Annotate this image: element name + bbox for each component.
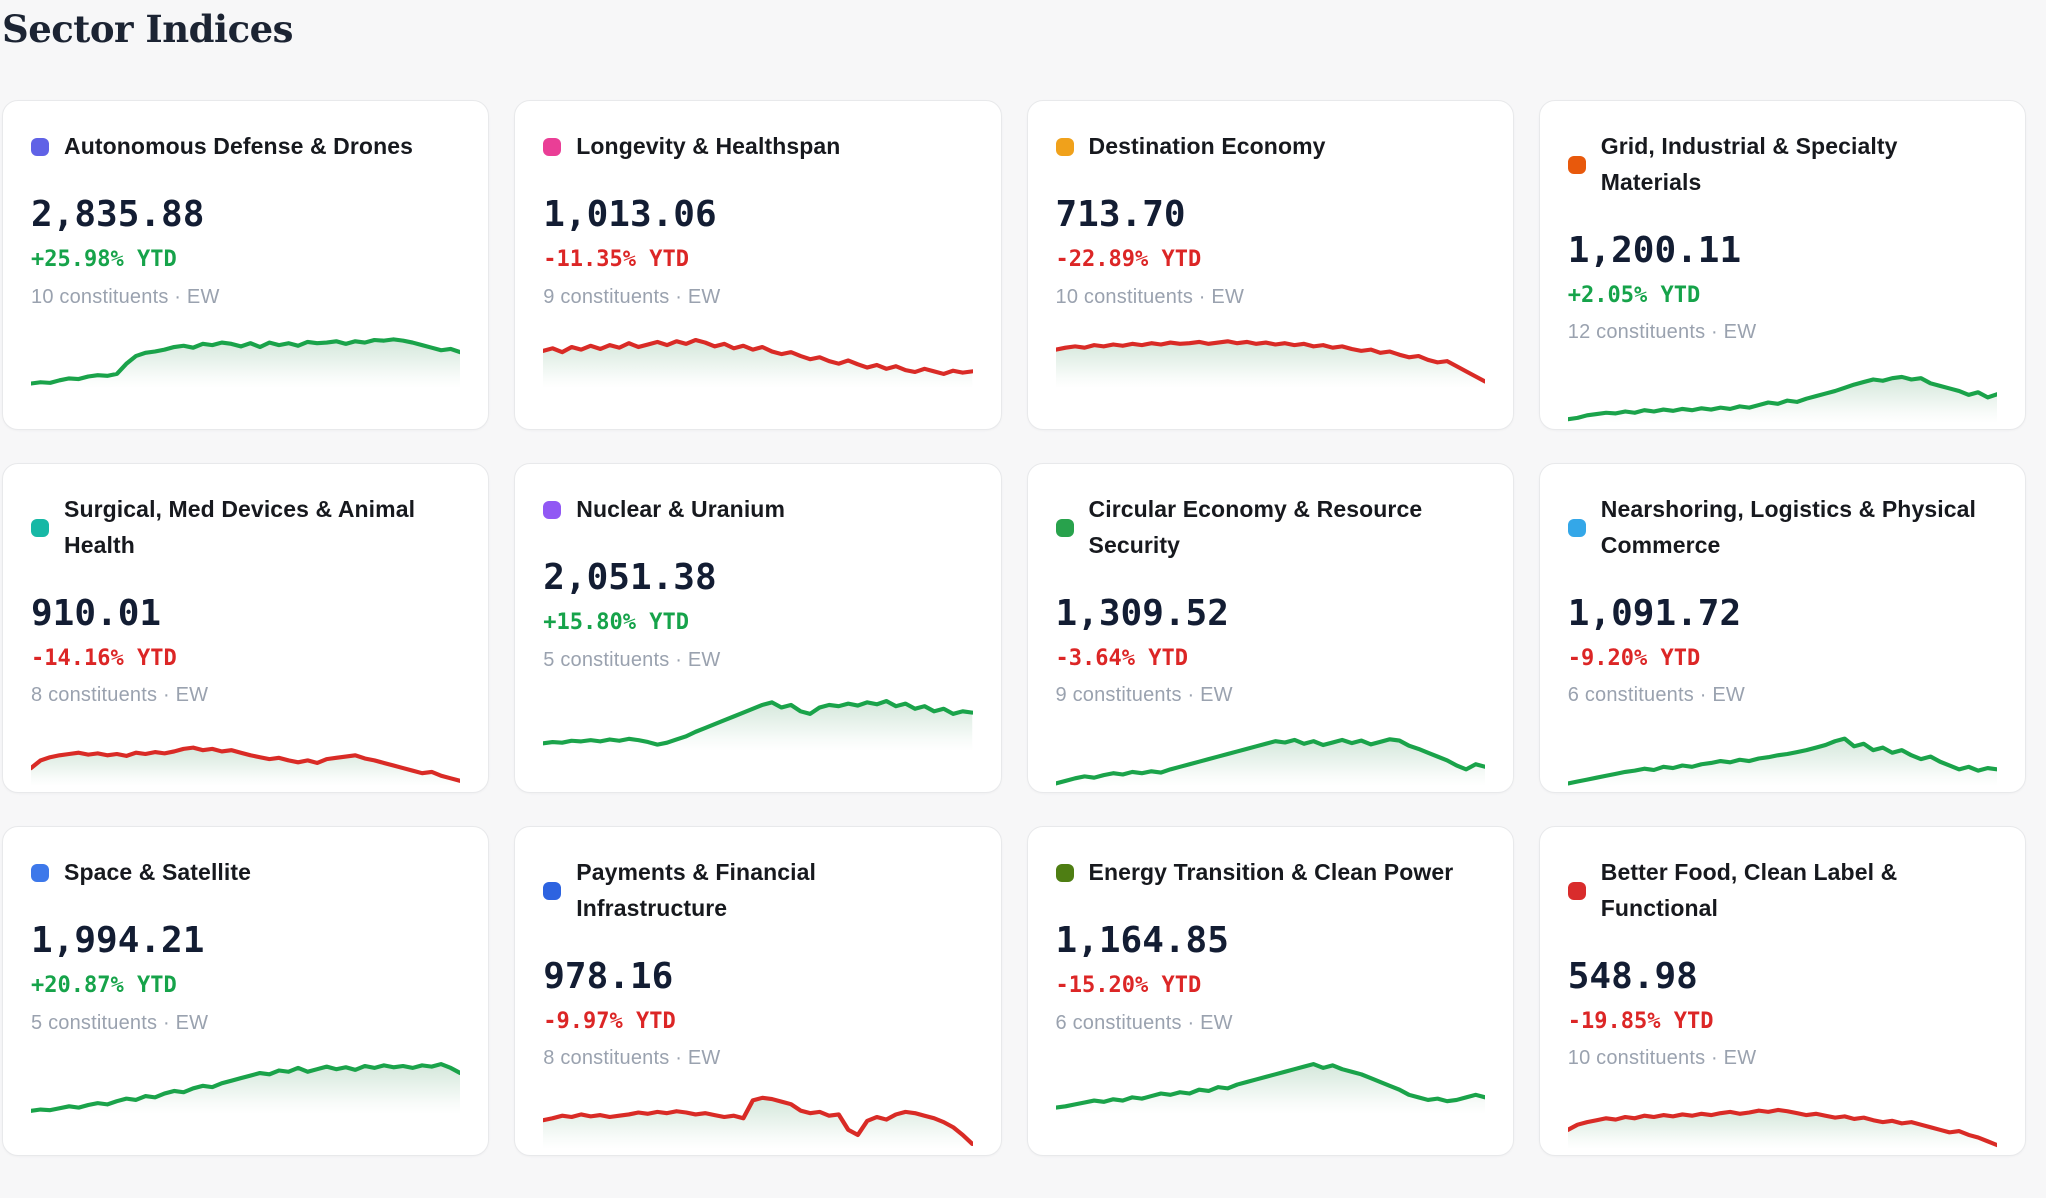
sector-color-dot — [543, 138, 562, 157]
sector-index-card[interactable]: Space & Satellite 1,994.21 +20.87% YTD 5… — [2, 826, 490, 1157]
ytd-change: -9.20% YTD — [1567, 645, 1701, 671]
sector-index-card[interactable]: Longevity & Healthspan 1,013.06 -11.35% … — [514, 100, 1002, 431]
sector-color-dot — [1055, 138, 1074, 157]
ytd-change: +25.98% YTD — [31, 247, 177, 273]
ytd-change: +15.80% YTD — [543, 610, 689, 636]
sparkline-chart — [1567, 736, 1997, 787]
constituents-info: 5 constituents · EW — [543, 648, 721, 671]
ytd-change: +20.87% YTD — [31, 973, 177, 999]
index-value: 2,051.38 — [543, 556, 717, 598]
sector-title: Nearshoring, Logistics & Physical Commer… — [1600, 496, 1976, 558]
constituents-info: 10 constituents · EW — [1567, 1047, 1757, 1070]
sector-title: Better Food, Clean Label & Functional — [1600, 859, 1898, 921]
sparkline-chart — [543, 698, 973, 751]
sector-color-dot — [1567, 155, 1586, 174]
sector-title-row: Better Food, Clean Label & Functional — [1567, 855, 1997, 926]
constituents-info: 9 constituents · EW — [1055, 684, 1233, 707]
sparkline-chart — [1055, 737, 1485, 787]
ytd-change: +2.05% YTD — [1567, 282, 1701, 308]
sector-title: Circular Economy & Resource Security — [1088, 496, 1423, 558]
sector-title-row: Destination Economy — [1055, 129, 1485, 165]
ytd-change: -19.85% YTD — [1567, 1008, 1714, 1034]
sparkline-chart — [543, 337, 973, 388]
constituents-info: 10 constituents · EW — [1055, 285, 1245, 308]
sector-title-row: Energy Transition & Clean Power — [1055, 855, 1485, 891]
index-value: 910.01 — [31, 592, 162, 634]
sector-index-card[interactable]: Grid, Industrial & Specialty Materials 1… — [1538, 100, 2026, 431]
sparkline-chart — [31, 336, 461, 388]
constituents-info: 8 constituents · EW — [543, 1047, 721, 1070]
index-value: 713.70 — [1055, 193, 1186, 235]
sector-indices-grid: Autonomous Defense & Drones 2,835.88 +25… — [2, 100, 2026, 1157]
constituents-info: 12 constituents · EW — [1567, 321, 1757, 344]
sector-title-row: Circular Economy & Resource Security — [1055, 492, 1485, 563]
sector-index-card[interactable]: Nuclear & Uranium 2,051.38 +15.80% YTD 5… — [514, 463, 1002, 794]
sector-title: Surgical, Med Devices & Animal Health — [64, 496, 416, 558]
sparkline-chart — [1055, 338, 1485, 388]
index-value: 1,309.52 — [1055, 592, 1229, 634]
sector-color-dot — [31, 518, 49, 537]
sparkline-chart — [1567, 375, 1997, 424]
sparkline-chart — [1055, 1061, 1485, 1114]
sector-color-dot — [1055, 864, 1074, 883]
ytd-change: -9.97% YTD — [543, 1008, 676, 1034]
constituents-info: 5 constituents · EW — [31, 1011, 209, 1034]
ytd-change: -14.16% YTD — [31, 645, 177, 671]
index-value: 978.16 — [543, 955, 674, 997]
sparkline-chart — [31, 745, 461, 787]
sector-title: Autonomous Defense & Drones — [64, 133, 414, 160]
sector-title-row: Autonomous Defense & Drones — [31, 129, 460, 165]
sector-color-dot — [31, 138, 49, 157]
page: Sector Indices Autonomous Defense & Dron… — [2, 7, 2026, 1157]
sector-title-row: Nuclear & Uranium — [543, 492, 972, 528]
sector-index-card[interactable]: Payments & Financial Infrastructure 978.… — [514, 826, 1002, 1157]
sparkline-chart — [1567, 1108, 1997, 1150]
sector-title-row: Grid, Industrial & Specialty Materials — [1567, 129, 1997, 200]
sector-index-card[interactable]: Better Food, Clean Label & Functional 54… — [1538, 826, 2026, 1157]
sector-title: Longevity & Healthspan — [576, 133, 841, 160]
index-value: 2,835.88 — [31, 193, 205, 235]
sector-title: Energy Transition & Clean Power — [1088, 859, 1454, 886]
index-value: 1,091.72 — [1567, 592, 1742, 634]
sector-title-row: Payments & Financial Infrastructure — [543, 855, 972, 926]
sector-color-dot — [1567, 518, 1586, 537]
sector-title-row: Space & Satellite — [31, 855, 460, 891]
ytd-change: -22.89% YTD — [1055, 247, 1202, 273]
sector-color-dot — [31, 864, 49, 883]
ytd-change: -3.64% YTD — [1055, 645, 1188, 671]
sector-title: Payments & Financial Infrastructure — [576, 859, 816, 921]
sector-index-card[interactable]: Energy Transition & Clean Power 1,164.85… — [1026, 826, 1514, 1157]
index-value: 1,200.11 — [1567, 229, 1742, 271]
sector-title-row: Nearshoring, Logistics & Physical Commer… — [1567, 492, 1997, 563]
sector-index-card[interactable]: Nearshoring, Logistics & Physical Commer… — [1538, 463, 2026, 794]
ytd-change: -15.20% YTD — [1055, 973, 1202, 999]
sector-color-dot — [1055, 518, 1074, 537]
ytd-change: -11.35% YTD — [543, 247, 689, 273]
sector-index-card[interactable]: Circular Economy & Resource Security 1,3… — [1026, 463, 1514, 794]
page-title: Sector Indices — [2, 7, 293, 51]
sector-title-row: Longevity & Healthspan — [543, 129, 972, 165]
constituents-info: 6 constituents · EW — [1567, 684, 1745, 707]
index-value: 548.98 — [1567, 955, 1698, 997]
sector-color-dot — [1567, 881, 1586, 900]
constituents-info: 8 constituents · EW — [31, 684, 209, 707]
sector-color-dot — [543, 881, 562, 900]
sector-index-card[interactable]: Autonomous Defense & Drones 2,835.88 +25… — [2, 100, 490, 431]
sparkline-chart — [31, 1061, 461, 1114]
constituents-info: 9 constituents · EW — [543, 285, 721, 308]
sector-title: Grid, Industrial & Specialty Materials — [1600, 133, 1898, 195]
index-value: 1,164.85 — [1055, 919, 1229, 961]
sector-index-card[interactable]: Surgical, Med Devices & Animal Health 91… — [2, 463, 490, 794]
sector-title: Nuclear & Uranium — [576, 496, 786, 523]
sector-title: Space & Satellite — [64, 859, 252, 886]
index-value: 1,013.06 — [543, 193, 717, 235]
constituents-info: 10 constituents · EW — [31, 285, 220, 308]
index-value: 1,994.21 — [31, 919, 205, 961]
sector-title: Destination Economy — [1088, 133, 1326, 160]
sparkline-chart — [543, 1096, 973, 1150]
constituents-info: 6 constituents · EW — [1055, 1011, 1233, 1034]
sector-index-card[interactable]: Destination Economy 713.70 -22.89% YTD 1… — [1026, 100, 1514, 431]
sector-title-row: Surgical, Med Devices & Animal Health — [31, 492, 460, 563]
sector-color-dot — [543, 501, 562, 520]
